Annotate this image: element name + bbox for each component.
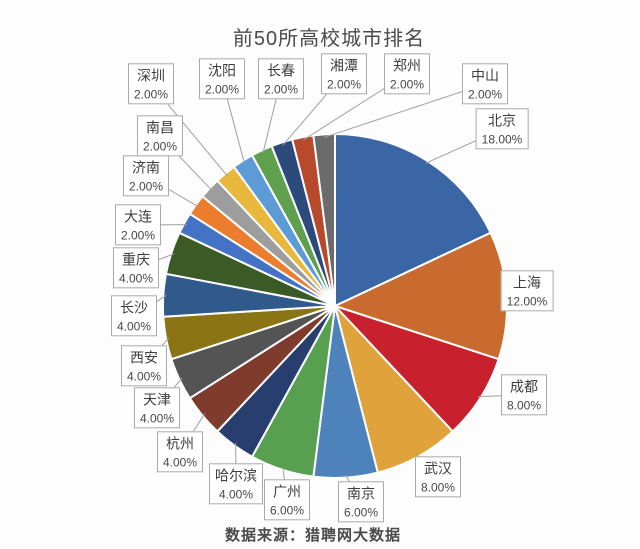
callout-city: 北京 — [487, 112, 516, 129]
callout-label-长沙: 长沙 4.00% — [110, 295, 158, 337]
callout-city: 郑州 — [393, 57, 421, 74]
callout-city: 南昌 — [146, 119, 174, 136]
callout-label-大连: 大连 2.00% — [114, 204, 162, 246]
data-source-note: 数据来源：猎聘网大数据 — [224, 527, 401, 544]
callout-label-成都: 成都 8.00% — [500, 374, 548, 416]
callout-percent: 4.00% — [139, 410, 175, 425]
callout-label-重庆: 重庆 4.00% — [112, 247, 160, 289]
callout-percent: 2.00% — [467, 86, 503, 101]
callout-percent: 8.00% — [420, 479, 456, 494]
callout-city: 哈尔滨 — [215, 467, 257, 484]
callout-percent: 2.00% — [128, 178, 164, 193]
callout-city: 天津 — [143, 391, 171, 408]
callout-label-上海: 上海 12.00% — [500, 270, 554, 312]
callout-percent: 4.00% — [162, 454, 198, 469]
callout-city: 湘潭 — [330, 57, 358, 74]
callout-percent: 4.00% — [218, 486, 254, 501]
callout-label-天津: 天津 4.00% — [133, 387, 181, 429]
callout-city: 重庆 — [122, 251, 150, 268]
callout-city: 上海 — [512, 274, 541, 291]
callout-label-南昌: 南昌 2.00% — [136, 115, 184, 157]
callout-city: 南京 — [347, 485, 375, 502]
callout-label-长春: 长春 2.00% — [257, 58, 305, 100]
callout-percent: 2.00% — [326, 76, 362, 91]
callout-leader-line — [324, 83, 486, 138]
callout-percent: 6.00% — [269, 502, 305, 517]
callout-city: 广州 — [273, 483, 301, 500]
callout-label-广州: 广州 6.00% — [263, 479, 311, 521]
callout-city: 长沙 — [120, 299, 148, 316]
callout-city: 中山 — [471, 67, 499, 84]
callout-percent: 2.00% — [120, 227, 156, 242]
callout-percent: 2.00% — [389, 76, 425, 91]
chart-title: 前50所高校城市排名 — [232, 28, 426, 50]
callout-label-沈阳: 沈阳 2.00% — [198, 58, 246, 100]
callout-city: 杭州 — [166, 435, 194, 452]
callout-percent: 2.00% — [204, 81, 240, 96]
callout-label-北京: 北京 18.00% — [475, 108, 529, 150]
callout-city: 长春 — [267, 62, 295, 79]
callout-label-西安: 西安 4.00% — [120, 345, 168, 387]
callout-label-南京: 南京 6.00% — [337, 481, 385, 523]
callout-label-济南: 济南 2.00% — [122, 155, 170, 197]
callout-city: 武汉 — [424, 460, 452, 477]
callout-label-中山: 中山 2.00% — [461, 63, 509, 105]
callout-percent: 18.00% — [481, 131, 523, 146]
callout-label-武汉: 武汉 8.00% — [414, 456, 462, 498]
callout-percent: 4.00% — [126, 368, 162, 383]
callout-percent: 8.00% — [506, 397, 542, 412]
callout-city: 成都 — [510, 378, 538, 395]
callout-percent: 2.00% — [133, 86, 169, 101]
callout-percent: 6.00% — [343, 504, 379, 519]
callout-percent: 2.00% — [263, 81, 299, 96]
pie-slice-北京 — [334, 133, 492, 307]
callout-label-深圳: 深圳 2.00% — [127, 63, 175, 105]
callout-label-哈尔滨: 哈尔滨 4.00% — [209, 463, 263, 505]
callout-city: 深圳 — [137, 67, 165, 84]
callout-percent: 2.00% — [142, 138, 178, 153]
callout-city: 沈阳 — [208, 62, 236, 79]
callout-label-郑州: 郑州 2.00% — [383, 53, 431, 95]
callout-city: 西安 — [130, 349, 158, 366]
callout-percent: 4.00% — [116, 318, 152, 333]
callout-city: 大连 — [124, 208, 152, 225]
callout-label-杭州: 杭州 4.00% — [156, 431, 204, 473]
callout-percent: 12.00% — [506, 293, 548, 308]
callout-city: 济南 — [132, 159, 160, 176]
callout-percent: 4.00% — [118, 270, 154, 285]
callout-label-湘潭: 湘潭 2.00% — [320, 53, 368, 95]
